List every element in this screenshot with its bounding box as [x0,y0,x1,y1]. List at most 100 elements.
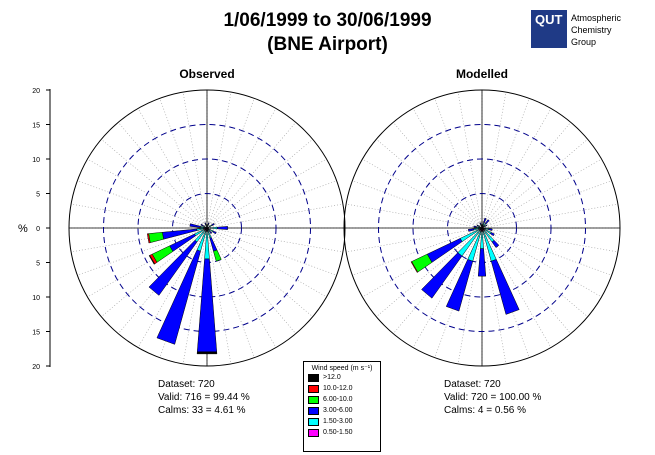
stat-valid: Valid: 720 = 100.00 % [444,392,542,403]
radial-gridline [481,227,588,317]
radial-gridline [71,203,208,229]
legend-swatch [308,384,319,393]
radial-gridline [206,158,327,229]
radial-gridline [481,203,618,229]
legend-item: 10.0-12.0 [304,383,380,394]
legend-item: 3.00-6.00 [304,405,380,416]
windrose-petal [196,258,218,353]
windrose-petal [421,252,463,299]
stat-calms: Calms: 4 = 0.56 % [444,405,526,416]
radial-gridline [481,98,530,229]
radial-gridline [101,227,208,317]
windrose-petal [445,259,474,312]
qut-logo: QUT [531,10,567,48]
legend-swatch [308,428,319,437]
windrose-petal [484,219,490,225]
y-tick-label: 5 [36,192,40,199]
y-axis-label: % [18,223,28,235]
stat-dataset: Dataset: 720 [444,379,501,390]
range-ring [412,158,552,298]
legend-label: 0.50-1.50 [323,429,353,436]
windrose-petal [211,222,215,226]
legend-items: >12.0 10.0-12.0 6.00-10.0 3.00-6.00 1.50-3.0… [304,372,380,438]
panel-title-observed: Observed [179,67,234,81]
windrose-petal [148,239,198,296]
chart-subtitle: (BNE Airport) [267,34,388,55]
windrose-petal [212,230,217,235]
windrose-petal [476,224,479,227]
logo-line-3: Group [571,37,597,47]
radial-gridline [137,108,208,229]
legend-swatch [308,417,319,426]
legend-swatch [308,373,319,382]
windrose-petal [207,222,210,226]
stat-valid: Valid: 716 = 99.44 % [158,392,250,403]
windrose-petal [488,228,493,231]
windrose-petal [473,225,477,228]
windrose-petal [213,249,222,262]
windrose-petal [481,222,483,225]
windrose-petal [490,259,520,315]
range-ring [343,89,621,367]
windrose-petal [209,230,213,234]
legend-item: 1.50-3.00 [304,416,380,427]
legend-label: 10.0-12.0 [323,385,353,392]
radial-gridline [206,227,232,364]
stat-dataset: Dataset: 720 [158,379,215,390]
radial-gridline [481,227,602,298]
legend-label: 6.00-10.0 [323,396,353,403]
windrose-petal [490,232,495,237]
stat-calms: Calms: 33 = 4.61 % [158,405,246,416]
windrose-petal [481,223,483,227]
legend-swatch [308,395,319,404]
y-tick-label: 0 [36,226,40,233]
y-tick-label: 15 [32,330,40,337]
windrose-petal [148,232,164,243]
windrose-petal [189,223,201,228]
legend-item: 0.50-1.50 [304,427,380,438]
windrose-petal [200,223,204,227]
radial-gridline [118,122,208,229]
legend-label: 3.00-6.00 [323,407,353,414]
radial-gridline [346,203,483,229]
radial-gridline [481,158,602,229]
logo-line-2: Chemistry [571,25,612,35]
legend-item: 6.00-10.0 [304,394,380,405]
windrose-petal [148,255,156,265]
radial-gridline [481,227,612,276]
windrose-petal [479,222,482,225]
windrose-petal [485,224,488,227]
stats-modelled: Dataset: 720 Valid: 720 = 100.00 % Calms… [444,378,541,417]
windrose-petal [491,239,500,249]
windrose-petal [204,222,207,226]
legend-item: >12.0 [304,372,380,383]
chart-title: 1/06/1999 to 30/06/1999 [223,10,432,31]
radial-gridline [206,92,232,229]
windrose-petal [410,261,419,273]
y-tick-label: 10 [32,157,40,164]
logo-caption: Atmospheric Chemistry Group [571,12,621,48]
y-axis: % 20 15 10 5 0 5 10 15 20 [18,88,51,371]
radial-gridline [118,227,208,334]
range-ring [137,158,277,298]
radial-gridline [481,227,507,364]
radial-gridline [206,180,337,229]
radial-gridline [481,180,612,229]
radial-gridline [393,122,483,229]
windrose-petal [467,228,475,232]
windrose-petal [204,231,210,260]
radial-gridline [481,227,618,253]
legend-label: 1.50-3.00 [323,418,353,425]
windrose-petal [483,217,487,224]
windrose-petal [156,249,201,345]
windrose-observed: Observed [68,67,346,367]
radial-gridline [412,108,483,229]
legend-title: Wind speed (m s⁻¹) [311,365,373,372]
radial-gridline [481,92,507,229]
radial-gridline [206,227,327,298]
y-tick-label: 10 [32,295,40,302]
y-tick-label: 20 [32,364,40,371]
y-tick-label: 15 [32,123,40,130]
stats-observed: Dataset: 720 Valid: 716 = 99.44 % Calms:… [158,378,250,417]
